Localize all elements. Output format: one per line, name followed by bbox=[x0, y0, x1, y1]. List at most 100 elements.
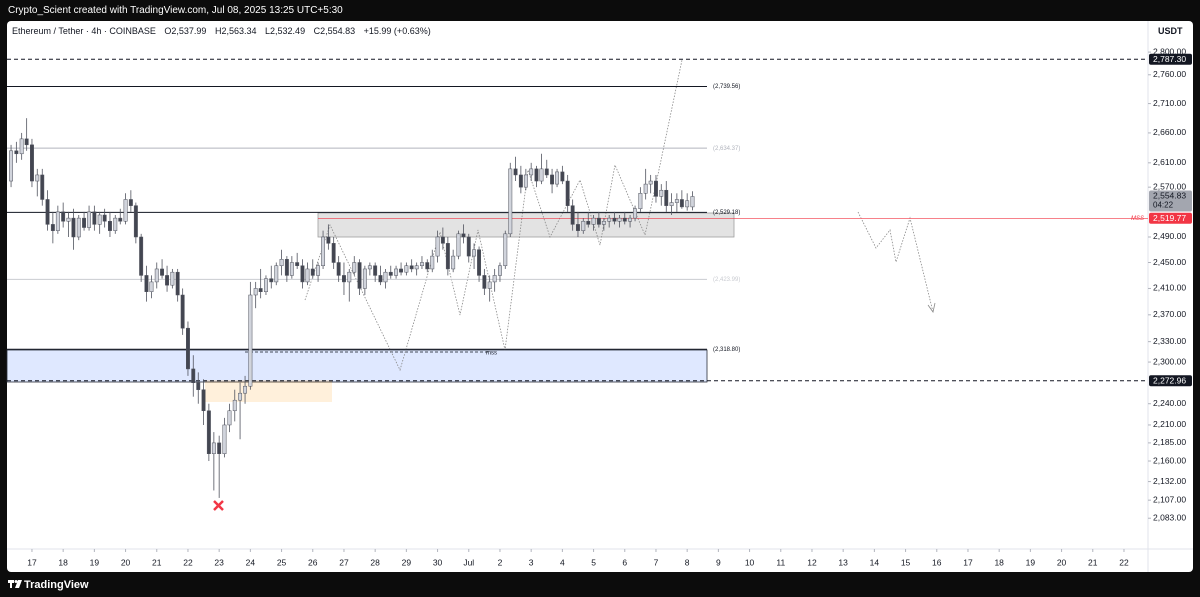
x-tick-label: 19 bbox=[1026, 557, 1036, 567]
candle-body bbox=[87, 211, 92, 228]
candle-body bbox=[316, 265, 321, 276]
x-tick-label: 23 bbox=[214, 557, 224, 567]
candle-body bbox=[539, 168, 544, 182]
candle-body bbox=[24, 138, 29, 146]
candle-body bbox=[108, 220, 112, 231]
candle-body bbox=[659, 189, 664, 197]
mss-note: mss bbox=[486, 351, 497, 357]
x-tick-label: 19 bbox=[90, 557, 100, 567]
candle-body bbox=[66, 217, 71, 222]
x-tick-label: 17 bbox=[963, 557, 973, 567]
candle-body bbox=[253, 288, 258, 296]
candle-body bbox=[331, 243, 336, 263]
y-tick-label: 2,300.00 bbox=[1153, 356, 1186, 366]
y-tick-label: 2,160.00 bbox=[1153, 455, 1186, 465]
candle-body bbox=[596, 217, 601, 225]
candle-body bbox=[523, 174, 528, 188]
candle-body bbox=[201, 389, 206, 412]
candle-body bbox=[550, 174, 555, 185]
x-tick-label: 18 bbox=[994, 557, 1004, 567]
y-tick-label: 2,083.00 bbox=[1153, 512, 1186, 522]
candle-body bbox=[321, 236, 326, 266]
candle-body bbox=[310, 268, 315, 276]
candle-body bbox=[154, 268, 159, 283]
x-tick-label: 12 bbox=[807, 557, 817, 567]
candle-body bbox=[414, 265, 419, 270]
candle-body bbox=[461, 233, 466, 238]
y-tick-label: 2,107.00 bbox=[1153, 494, 1186, 504]
price-label-box bbox=[1149, 53, 1192, 65]
candle-body bbox=[97, 214, 102, 225]
x-tick-label: 28 bbox=[370, 557, 380, 567]
candle-body bbox=[679, 199, 684, 208]
x-tick-label: 17 bbox=[27, 557, 37, 567]
candle-body bbox=[664, 189, 669, 206]
candle-body bbox=[378, 275, 383, 283]
candle-body bbox=[508, 168, 513, 235]
candle-body bbox=[175, 271, 180, 296]
y-tick-label: 2,710.00 bbox=[1153, 98, 1186, 108]
candle-body bbox=[238, 392, 243, 401]
level-label: (2,739.56) bbox=[713, 84, 740, 90]
candle-body bbox=[430, 255, 435, 270]
projection-arrow bbox=[927, 302, 936, 313]
currency-unit: USDT bbox=[1158, 26, 1183, 36]
candle-body bbox=[669, 202, 674, 206]
ohlc-value: L2,532.49 bbox=[265, 26, 306, 36]
candle-body bbox=[30, 144, 34, 182]
candle-body bbox=[300, 265, 305, 283]
price-line-name: MSS bbox=[1131, 216, 1144, 222]
candle-body bbox=[581, 220, 586, 231]
candle-body bbox=[258, 288, 263, 292]
candle-body bbox=[165, 275, 170, 286]
candle-body bbox=[243, 385, 248, 394]
candle-body bbox=[144, 275, 149, 292]
x-tick-label: 22 bbox=[1119, 557, 1129, 567]
candle-body bbox=[565, 180, 570, 206]
candle-body bbox=[71, 217, 76, 238]
order-block bbox=[205, 380, 332, 402]
candle-body bbox=[394, 268, 399, 276]
candle-body bbox=[451, 255, 456, 270]
candle-body bbox=[482, 275, 487, 289]
y-tick-label: 2,760.00 bbox=[1153, 69, 1186, 79]
candle-body bbox=[186, 327, 190, 370]
candle-body bbox=[82, 217, 87, 228]
x-tick-label: Jul bbox=[463, 557, 474, 567]
candle-body bbox=[76, 217, 81, 238]
candle-body bbox=[612, 217, 617, 222]
candle-body bbox=[40, 174, 45, 200]
candle-body bbox=[19, 138, 24, 155]
footer-brand: TradingView bbox=[24, 579, 89, 591]
candle-body bbox=[633, 208, 638, 219]
candle-body bbox=[160, 268, 165, 276]
candle-body bbox=[222, 424, 227, 454]
candle-body bbox=[284, 259, 289, 276]
y-tick-label: 2,185.00 bbox=[1153, 437, 1186, 447]
supply-zone bbox=[317, 212, 735, 238]
candle-body bbox=[274, 265, 279, 283]
candle-body bbox=[690, 196, 695, 208]
last-price-label: 2,554.83 bbox=[1153, 191, 1186, 201]
candle-body bbox=[217, 442, 222, 454]
candle-body bbox=[628, 217, 633, 222]
candle-body bbox=[383, 271, 388, 283]
y-tick-label: 2,370.00 bbox=[1153, 309, 1186, 319]
candle-body bbox=[139, 236, 144, 276]
tv-logo bbox=[8, 580, 22, 588]
last-price-box bbox=[1149, 190, 1192, 212]
candle-body bbox=[560, 171, 565, 182]
candle-body bbox=[466, 236, 471, 257]
price-label: 2,787.30 bbox=[1153, 54, 1186, 64]
x-tick-label: 2 bbox=[498, 557, 503, 567]
x-tick-label: 6 bbox=[622, 557, 627, 567]
candle-body bbox=[180, 294, 185, 329]
level-label: (2,423.99) bbox=[713, 277, 740, 283]
y-tick-label: 2,570.00 bbox=[1153, 181, 1186, 191]
ohlc-value: O2,537.99 bbox=[164, 26, 207, 36]
candle-body bbox=[576, 224, 580, 231]
candle-body bbox=[456, 233, 461, 257]
candle-body bbox=[45, 199, 50, 225]
candle-body bbox=[617, 217, 622, 222]
candle-body bbox=[170, 271, 175, 286]
